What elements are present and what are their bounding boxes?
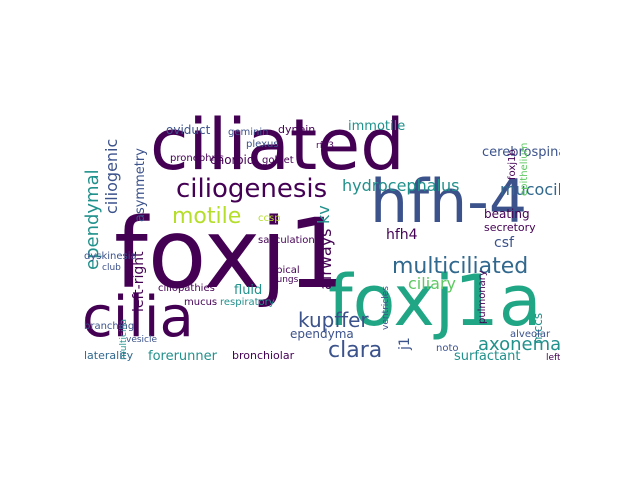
word-plexus: plexus xyxy=(246,139,279,150)
word-alveolar: alveolar xyxy=(510,329,551,340)
word-foxj1b: foxj1b xyxy=(507,149,518,180)
word-vesicle: vesicle xyxy=(126,335,158,345)
word-immotile: immotile xyxy=(348,119,406,134)
word-csf: csf xyxy=(494,235,514,251)
word-ciliary: ciliary xyxy=(408,274,456,293)
word-cloud: foxj1 ciliated hfh-4 foxj1a cilia ciliog… xyxy=(80,104,560,368)
word-dynein: dynein xyxy=(278,123,316,136)
word-fluid: fluid xyxy=(234,283,263,298)
word-bronchiolar: bronchiolar xyxy=(232,349,295,362)
word-foxj1: foxj1 xyxy=(114,198,349,310)
word-club: club xyxy=(102,263,121,273)
word-secretory: secretory xyxy=(484,221,536,234)
word-ventricles: ventricles xyxy=(381,286,391,330)
word-laterality: laterality xyxy=(84,349,134,362)
word-clara: clara xyxy=(328,338,383,363)
word-asymmetry: asymmetry xyxy=(133,148,148,222)
word-goblet: goblet xyxy=(262,155,294,166)
word-hfh4: hfh-4 xyxy=(370,167,528,237)
word-forerunner: forerunner xyxy=(148,349,217,364)
word-foxj1a: foxj1a xyxy=(328,260,542,342)
word-kupffer: kupffer xyxy=(298,308,369,332)
word-apical: apical xyxy=(270,265,300,276)
word-motile: motile xyxy=(172,204,242,229)
word-j1: j1 xyxy=(397,337,413,350)
word-branching: branching xyxy=(84,321,135,332)
word-hydrocephalus: hydrocephalus xyxy=(342,176,460,195)
word-choroid: choroid xyxy=(210,153,255,167)
word-beating: beating xyxy=(484,207,530,221)
word-airways: airways xyxy=(316,228,335,290)
word-leftward: leftward xyxy=(546,353,560,363)
word-axonemal: axonemal xyxy=(478,334,560,355)
word-mucociliary: mucociliary xyxy=(500,180,560,199)
word-cilia: cilia xyxy=(82,285,194,350)
word-hfh4-small: hfh4 xyxy=(386,227,418,243)
word-surfactant: surfactant xyxy=(454,349,521,364)
word-ciliogenesis: ciliogenesis xyxy=(176,174,328,204)
word-lungs: lungs xyxy=(274,275,299,285)
word-multiciliated: multiciliated xyxy=(392,254,529,279)
word-pronephric: pronephric xyxy=(170,153,224,164)
word-dyskinesia: dyskinesia xyxy=(84,251,137,262)
word-sacculation: sacculation xyxy=(258,235,315,246)
word-ciliopathies: ciliopathies xyxy=(158,283,215,294)
word-ciliated: ciliated xyxy=(150,104,405,186)
word-kv: kv xyxy=(314,205,333,224)
word-ependyma: ependyma xyxy=(290,327,354,341)
word-noto: noto xyxy=(436,343,459,354)
word-rfx3: rfx3 xyxy=(316,141,334,151)
word-mucus: mucus xyxy=(184,297,218,308)
word-respiratory: respiratory xyxy=(220,297,275,308)
word-pulmonary: pulmonary xyxy=(477,270,488,324)
word-geminin: geminin xyxy=(228,127,269,138)
word-ciliogenic: ciliogenic xyxy=(102,138,121,214)
word-oviduct: oviduct xyxy=(166,123,211,137)
word-cerebrospinal: cerebrospinal xyxy=(482,145,560,160)
word-ccsp: ccsp xyxy=(258,213,281,224)
word-epithelium: epithelium xyxy=(519,142,530,196)
